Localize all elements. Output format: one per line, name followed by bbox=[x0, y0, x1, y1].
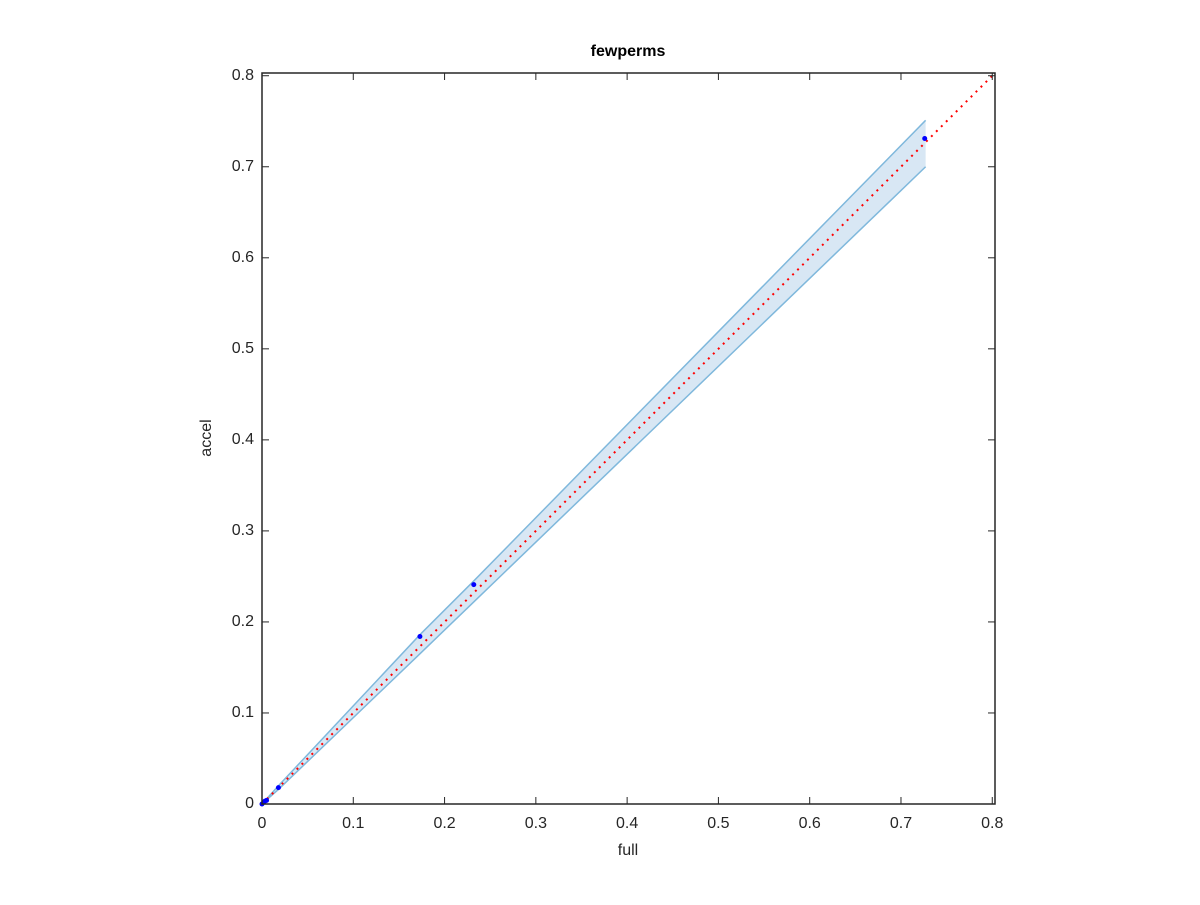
x-tick-label: 0.4 bbox=[616, 815, 638, 832]
y-tick-label: 0.7 bbox=[232, 158, 254, 175]
y-tick-label: 0.4 bbox=[232, 431, 254, 448]
x-tick-label: 0.2 bbox=[433, 815, 455, 832]
data-point bbox=[275, 785, 281, 791]
x-tick-label: 0.3 bbox=[525, 815, 547, 832]
y-tick-label: 0.2 bbox=[232, 613, 254, 630]
x-tick-label: 0.6 bbox=[799, 815, 821, 832]
y-tick-label: 0 bbox=[245, 795, 254, 812]
x-tick-label: 0 bbox=[258, 815, 267, 832]
axes-box bbox=[261, 72, 996, 805]
x-tick-label: 0.5 bbox=[707, 815, 729, 832]
y-tick-label: 0.8 bbox=[232, 67, 254, 84]
y-tick-label: 0.1 bbox=[232, 704, 254, 721]
y-tick-label: 0.5 bbox=[232, 340, 254, 357]
data-point bbox=[922, 136, 928, 142]
data-point bbox=[417, 633, 423, 639]
reference-line bbox=[261, 72, 996, 805]
data-point bbox=[471, 582, 477, 588]
y-tick-label: 0.3 bbox=[232, 522, 254, 539]
y-tick-label: 0.6 bbox=[232, 249, 254, 266]
data-point bbox=[264, 797, 270, 803]
x-tick-label: 0.7 bbox=[890, 815, 912, 832]
x-tick-label: 0.1 bbox=[342, 815, 364, 832]
chart-title: fewperms bbox=[591, 43, 666, 60]
confidence-band bbox=[262, 120, 926, 805]
x-tick-label: 0.8 bbox=[981, 815, 1003, 832]
x-axis-label: full bbox=[618, 842, 638, 859]
y-axis-label: accel bbox=[198, 419, 215, 456]
